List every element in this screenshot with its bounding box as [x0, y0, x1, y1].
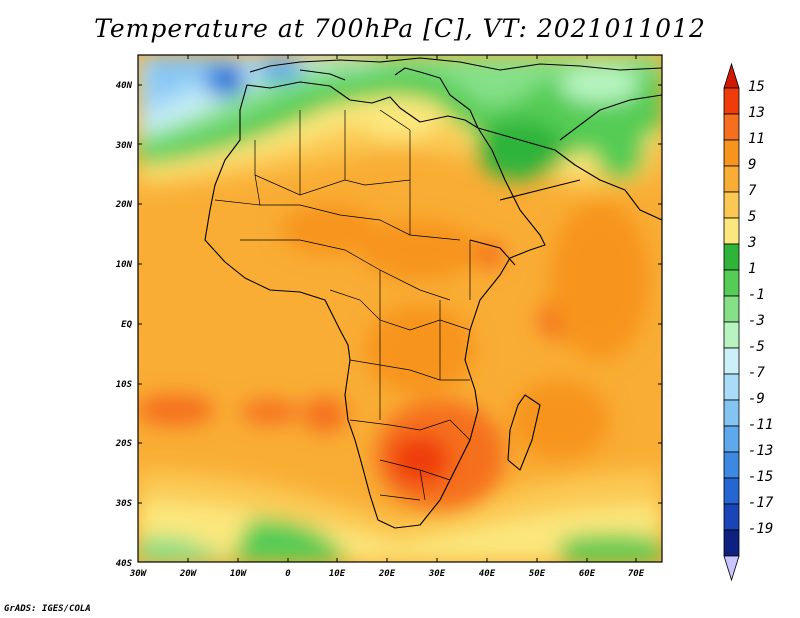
y-axis-labels: 40N 30N 20N 10N EQ 10S 20S 30S 40S	[115, 81, 133, 569]
x-tick-label: 40E	[479, 569, 496, 579]
x-tick-label: 30E	[428, 569, 446, 579]
x-tick-label: 10W	[230, 569, 248, 579]
colorbar-swatch	[723, 243, 740, 271]
colorbar-label: 3	[747, 235, 756, 251]
colorbar-label: -11	[748, 417, 773, 433]
colorbar-label: -19	[748, 521, 773, 537]
grads-credit: GrADS: IGES/COLA	[4, 604, 91, 614]
colorbar-swatch	[723, 477, 740, 505]
y-tick-label: 10N	[116, 260, 133, 270]
colorbar-label: -13	[748, 443, 773, 459]
colorbar-label: 5	[748, 209, 756, 225]
colorbar-label: -1	[748, 287, 765, 303]
colorbar-label: -3	[748, 313, 765, 329]
colorbar-swatch	[723, 503, 740, 531]
y-tick-label: 30S	[115, 499, 133, 509]
temperature-field	[138, 55, 662, 562]
colorbar-label: -5	[748, 339, 765, 355]
colorbar-swatch	[723, 321, 740, 349]
colorbar-swatch	[723, 191, 740, 219]
colorbar-swatch	[723, 373, 740, 401]
x-tick-label: 60E	[579, 569, 596, 579]
colorbar-swatch	[723, 529, 740, 557]
colorbar-swatch	[723, 165, 740, 193]
colorbar-labels: 15 13 11 9 7 5 3 1 -1 -3 -5 -7 -9 -11 -1…	[747, 79, 774, 537]
x-tick-label: 50E	[529, 569, 546, 579]
x-tick-label: 20W	[179, 569, 198, 579]
axis-ticks	[137, 55, 662, 563]
colorbar-swatch	[723, 347, 740, 375]
y-tick-label: 40S	[116, 559, 133, 569]
plot-frame	[137, 54, 663, 563]
colorbar-swatch	[723, 269, 740, 297]
x-tick-label: 20E	[378, 569, 396, 579]
y-tick-label: 10S	[116, 380, 133, 390]
x-tick-label: 0	[285, 569, 291, 579]
colorbar-swatch	[723, 295, 740, 323]
colorbar-swatch	[723, 399, 740, 427]
colorbar-bottom-arrow	[723, 555, 740, 582]
colorbar-swatch	[723, 217, 740, 245]
y-tick-label: EQ	[121, 320, 132, 330]
colorbar-label: 13	[748, 105, 765, 121]
colorbar-swatch	[723, 451, 740, 479]
colorbar-top-arrow	[723, 62, 740, 89]
colorbar-swatch	[723, 139, 740, 167]
colorbar-label: 15	[748, 79, 765, 95]
colorbar-swatch	[723, 425, 740, 453]
colorbar-label: -15	[748, 469, 773, 485]
colorbar-swatch	[723, 113, 740, 141]
colorbar-label: 11	[748, 131, 765, 147]
colorbar	[723, 62, 740, 582]
colorbar-label: 7	[748, 183, 757, 199]
colorbar-label: 9	[748, 157, 756, 173]
x-axis-labels: 30W 20W 10W 0 10E 20E 30E 40E 50E 60E 70…	[129, 569, 645, 579]
colorbar-label: 1	[748, 261, 756, 277]
y-tick-label: 40N	[116, 81, 133, 91]
x-tick-label: 70E	[628, 569, 645, 579]
colorbar-swatch	[723, 87, 740, 115]
colorbar-label: -7	[748, 365, 765, 381]
country-borders	[214, 109, 471, 501]
x-tick-label: 30W	[129, 569, 148, 579]
x-tick-label: 10E	[329, 569, 346, 579]
map-title: Temperature at 700hPa [C], VT: 202101101…	[94, 14, 706, 43]
colorbar-label: -17	[748, 495, 774, 511]
y-tick-label: 30N	[115, 141, 133, 151]
y-tick-label: 20S	[115, 439, 133, 449]
colorbar-label: -9	[748, 391, 765, 407]
y-tick-label: 20N	[115, 200, 133, 210]
